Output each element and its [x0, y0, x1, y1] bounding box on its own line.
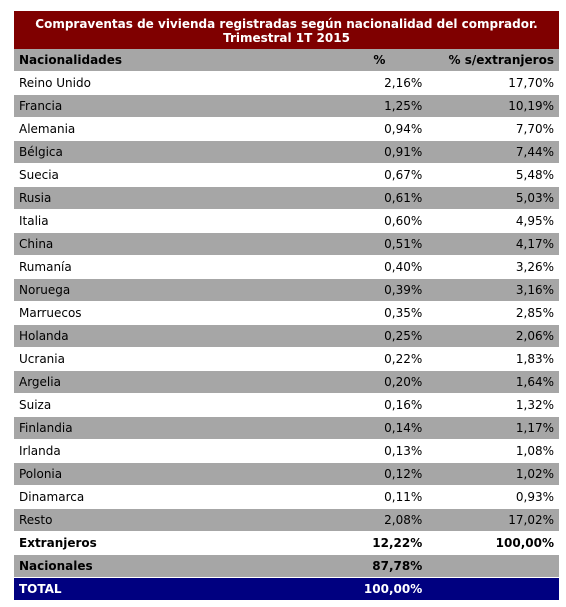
percent-cell: 2,16%	[384, 76, 423, 90]
table-body: Reino Unido 2,16% 17,70% Francia 1,25% 10,19%…	[14, 72, 559, 532]
table-row: China 0,51% 4,17%	[14, 233, 559, 256]
table-row: Finlandia 0,14% 1,17%	[14, 417, 559, 440]
table-row: Holanda 0,25% 2,06%	[14, 325, 559, 348]
percent-cell: 0,61%	[384, 191, 423, 205]
percent-foreigners-cell: 3,16%	[515, 283, 554, 297]
extranjeros-percent: 12,22%	[372, 536, 423, 550]
nationality-cell: Reino Unido	[19, 76, 91, 90]
extranjeros-percent-foreigners: 100,00%	[495, 536, 554, 550]
nationality-cell: Francia	[19, 99, 63, 113]
percent-foreigners-cell: 3,26%	[515, 260, 554, 274]
nationality-cell: Resto	[19, 513, 53, 527]
percent-cell: 0,60%	[384, 214, 423, 228]
row-extranjeros: Extranjeros 12,22% 100,00%	[14, 532, 559, 555]
nationality-cell: Finlandia	[19, 421, 73, 435]
total-percent: 100,00%	[363, 582, 423, 596]
table-row: Dinamarca 0,11% 0,93%	[14, 486, 559, 509]
table-row: Rusia 0,61% 5,03%	[14, 187, 559, 210]
table-row: Italia 0,60% 4,95%	[14, 210, 559, 233]
percent-cell: 0,94%	[384, 122, 423, 136]
table-row: Suiza 0,16% 1,32%	[14, 394, 559, 417]
table-row: Reino Unido 2,16% 17,70%	[14, 72, 559, 95]
nacionales-percent: 87,78%	[372, 559, 423, 573]
percent-foreigners-cell: 2,06%	[515, 329, 554, 343]
header-percent: %	[373, 53, 386, 67]
percent-foreigners-cell: 17,02%	[508, 513, 554, 527]
nationality-cell: Irlanda	[19, 444, 61, 458]
header-percent-foreigners: % s/extranjeros	[448, 53, 554, 67]
percent-foreigners-cell: 1,64%	[515, 375, 554, 389]
nationality-cell: Marruecos	[19, 306, 82, 320]
nationality-sales-table: Compraventas de vivienda registradas seg…	[14, 11, 559, 601]
table-row: Irlanda 0,13% 1,08%	[14, 440, 559, 463]
percent-foreigners-cell: 7,70%	[515, 122, 554, 136]
extranjeros-label: Extranjeros	[19, 536, 97, 550]
nationality-cell: Noruega	[19, 283, 71, 297]
percent-cell: 2,08%	[384, 513, 423, 527]
total-label: TOTAL	[19, 582, 62, 596]
percent-cell: 0,22%	[384, 352, 423, 366]
nationality-cell: Polonia	[19, 467, 63, 481]
table-row: Francia 1,25% 10,19%	[14, 95, 559, 118]
table-row: Rumanía 0,40% 3,26%	[14, 256, 559, 279]
percent-foreigners-cell: 1,83%	[515, 352, 554, 366]
percent-cell: 0,40%	[384, 260, 423, 274]
nationality-cell: Italia	[19, 214, 49, 228]
nationality-cell: Ucrania	[19, 352, 65, 366]
table-row: Resto 2,08% 17,02%	[14, 509, 559, 532]
percent-cell: 1,25%	[384, 99, 423, 113]
percent-foreigners-cell: 5,03%	[515, 191, 554, 205]
nationality-cell: Alemania	[19, 122, 76, 136]
percent-cell: 0,12%	[384, 467, 423, 481]
percent-cell: 0,11%	[384, 490, 423, 504]
percent-cell: 0,16%	[384, 398, 423, 412]
percent-foreigners-cell: 1,17%	[515, 421, 554, 435]
row-total: TOTAL 100,00%	[14, 578, 559, 601]
nacionales-label: Nacionales	[19, 559, 93, 573]
table-title-line-2: Trimestral 1T 2015	[223, 31, 350, 45]
percent-cell: 0,91%	[384, 145, 423, 159]
percent-foreigners-cell: 4,17%	[515, 237, 554, 251]
percent-foreigners-cell: 5,48%	[515, 168, 554, 182]
nationality-cell: Dinamarca	[19, 490, 85, 504]
nationality-cell: Argelia	[19, 375, 61, 389]
percent-foreigners-cell: 17,70%	[508, 76, 554, 90]
percent-foreigners-cell: 10,19%	[508, 99, 554, 113]
nationality-cell: Rusia	[19, 191, 52, 205]
nationality-cell: Bélgica	[19, 145, 63, 159]
table-row: Suecia 0,67% 5,48%	[14, 164, 559, 187]
nationality-cell: Rumanía	[19, 260, 72, 274]
table-header-row: Nacionalidades % % s/extranjeros	[14, 49, 559, 72]
nationality-cell: Holanda	[19, 329, 69, 343]
table-row: Alemania 0,94% 7,70%	[14, 118, 559, 141]
table-title-line-1: Compraventas de vivienda registradas seg…	[35, 17, 538, 31]
nationality-cell: Suecia	[19, 168, 59, 182]
table-row: Bélgica 0,91% 7,44%	[14, 141, 559, 164]
percent-foreigners-cell: 1,02%	[515, 467, 554, 481]
percent-cell: 0,14%	[384, 421, 423, 435]
percent-foreigners-cell: 1,32%	[515, 398, 554, 412]
percent-cell: 0,20%	[384, 375, 423, 389]
percent-cell: 0,25%	[384, 329, 423, 343]
percent-foreigners-cell: 4,95%	[515, 214, 554, 228]
percent-cell: 0,67%	[384, 168, 423, 182]
table-row: Polonia 0,12% 1,02%	[14, 463, 559, 486]
row-nacionales: Nacionales 87,78%	[14, 555, 559, 578]
percent-foreigners-cell: 7,44%	[515, 145, 554, 159]
table-row: Marruecos 0,35% 2,85%	[14, 302, 559, 325]
nationality-cell: China	[19, 237, 54, 251]
percent-cell: 0,51%	[384, 237, 423, 251]
table-row: Ucrania 0,22% 1,83%	[14, 348, 559, 371]
table-row: Noruega 0,39% 3,16%	[14, 279, 559, 302]
percent-foreigners-cell: 2,85%	[515, 306, 554, 320]
nationality-cell: Suiza	[19, 398, 52, 412]
percent-cell: 0,13%	[384, 444, 423, 458]
percent-foreigners-cell: 1,08%	[515, 444, 554, 458]
percent-cell: 0,35%	[384, 306, 423, 320]
table-row: Argelia 0,20% 1,64%	[14, 371, 559, 394]
percent-foreigners-cell: 0,93%	[515, 490, 554, 504]
header-nationalities: Nacionalidades	[19, 53, 123, 67]
table-title: Compraventas de vivienda registradas seg…	[14, 11, 559, 49]
percent-cell: 0,39%	[384, 283, 423, 297]
